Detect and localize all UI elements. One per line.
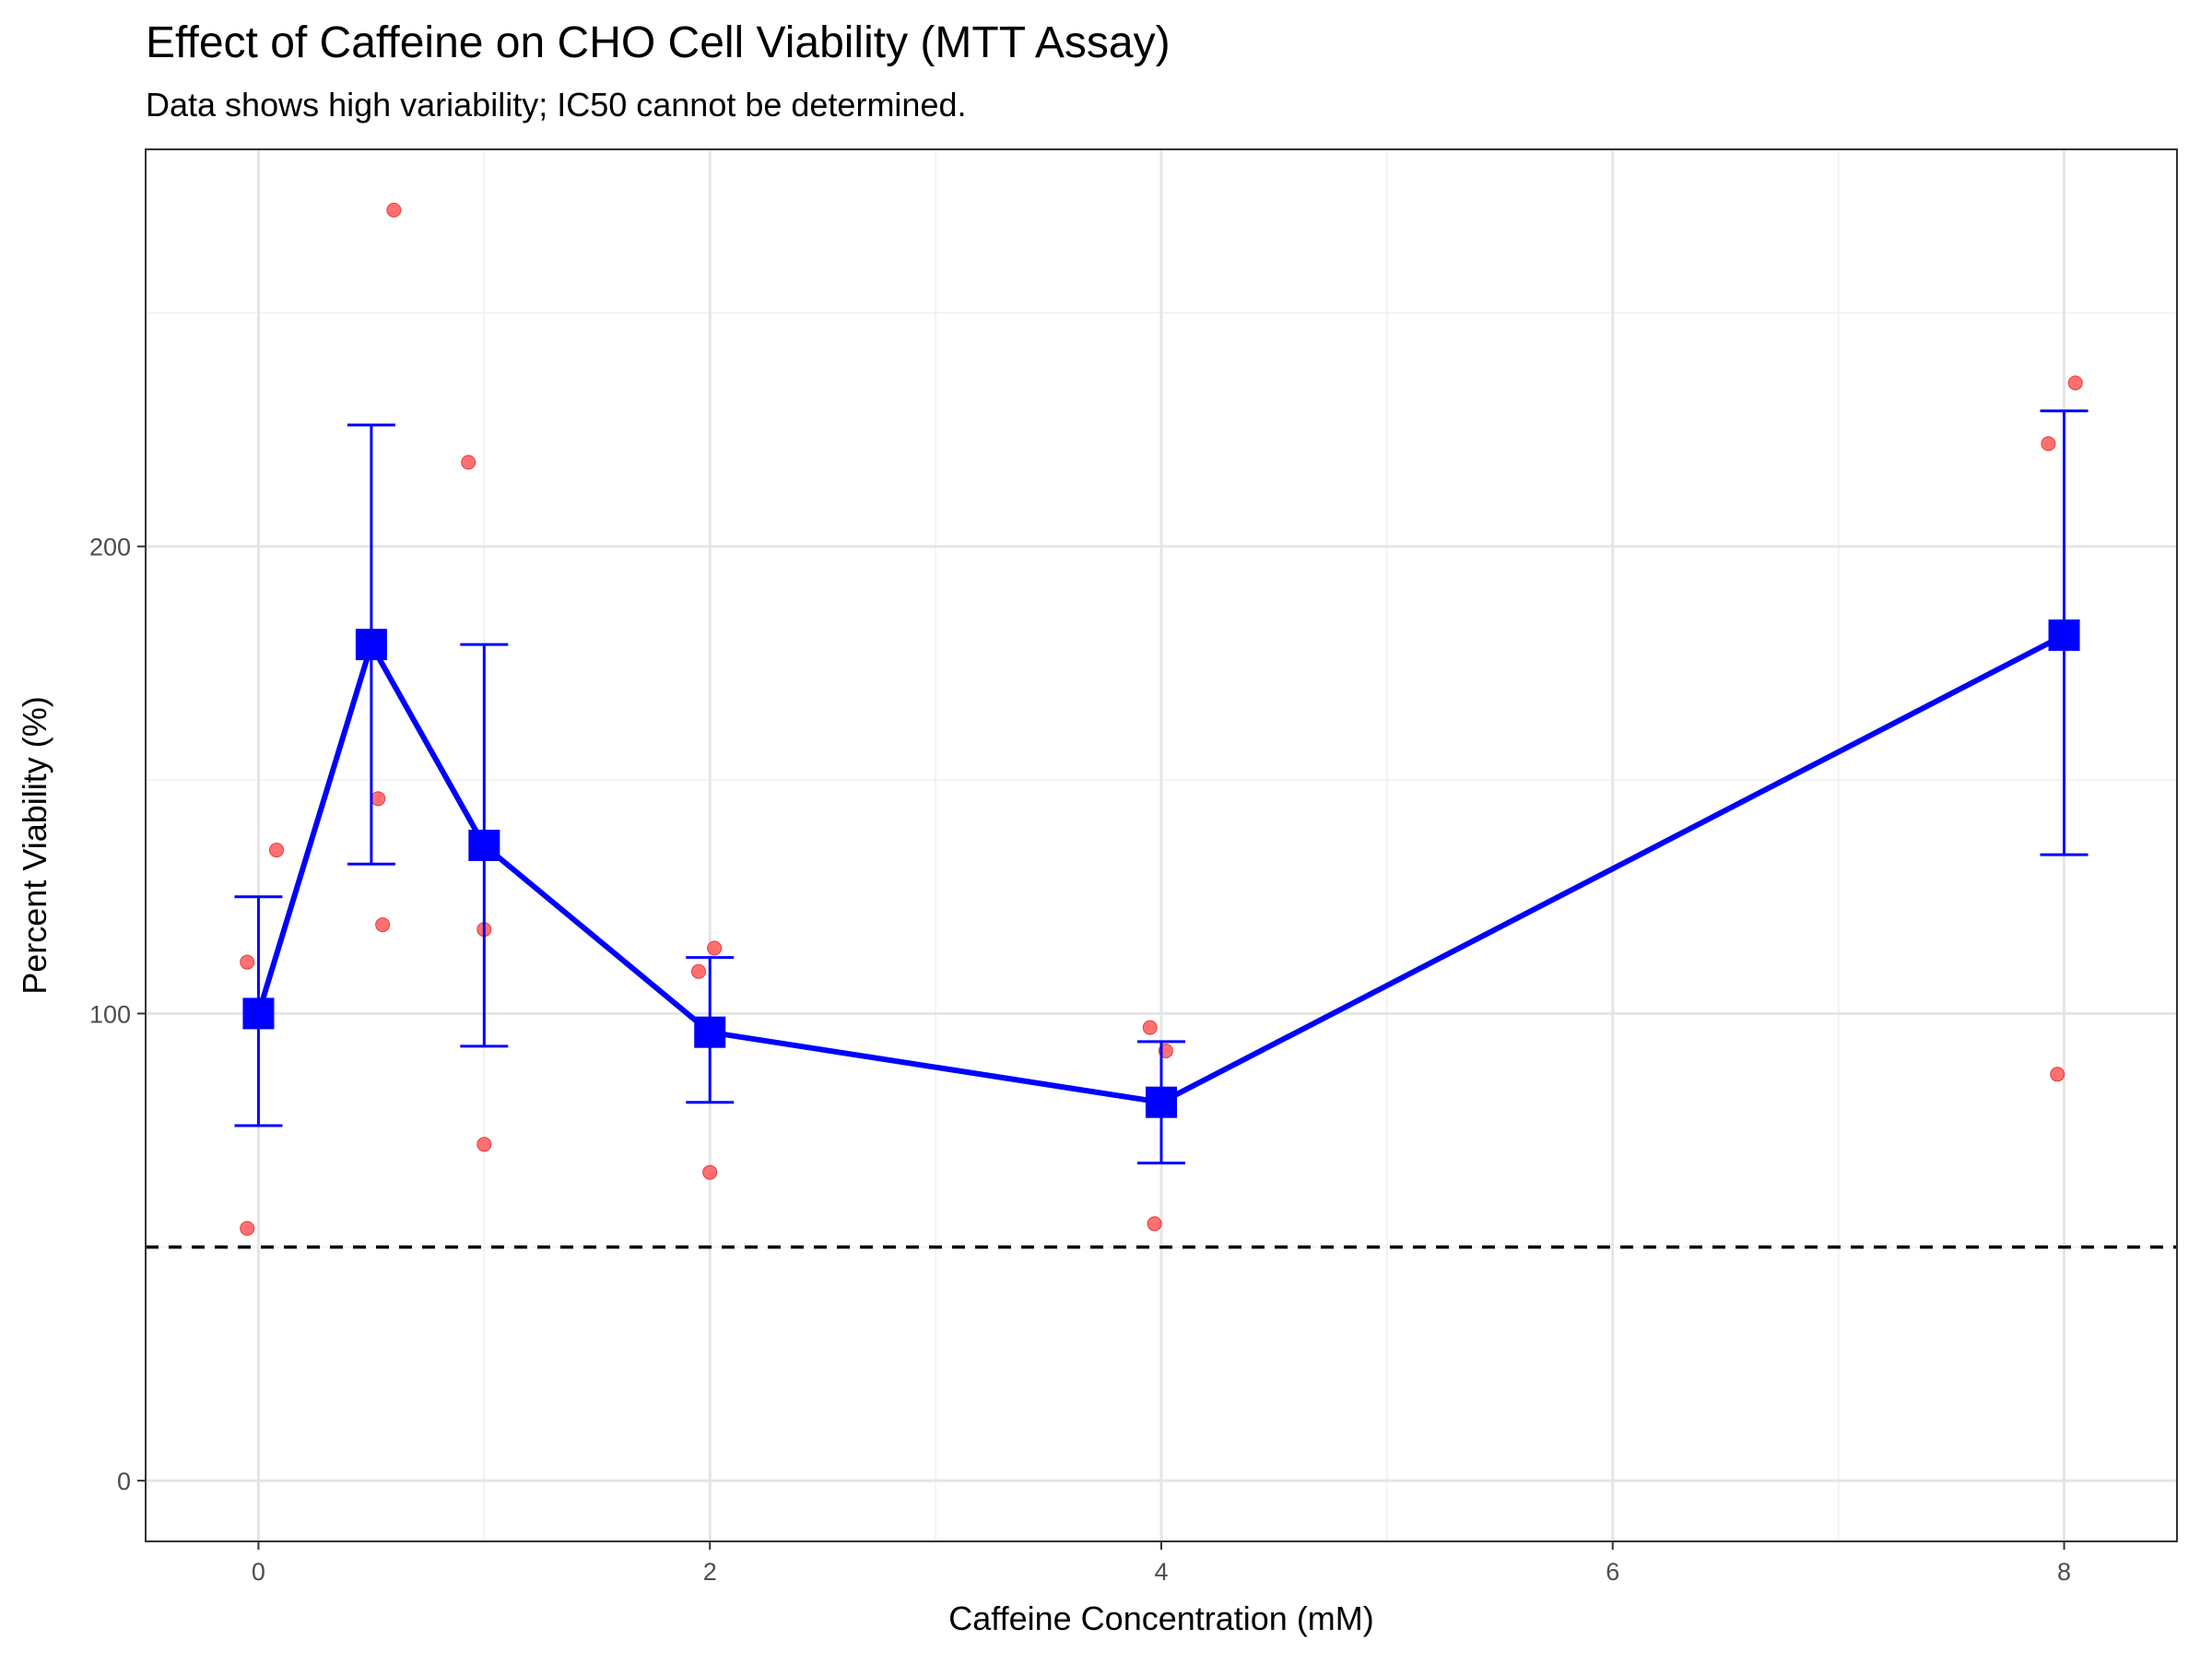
replicate-point bbox=[2067, 375, 2083, 391]
replicate-point bbox=[690, 963, 706, 979]
replicate-point bbox=[461, 454, 477, 470]
y-tick-label: 200 bbox=[89, 534, 131, 561]
x-tick-label: 4 bbox=[1154, 1558, 1168, 1586]
chart-subtitle: Data shows high variability; IC50 cannot… bbox=[146, 86, 967, 124]
replicate-point bbox=[240, 1221, 255, 1236]
replicate-point bbox=[1142, 1020, 1158, 1035]
replicate-point bbox=[2041, 436, 2056, 452]
replicate-point bbox=[2050, 1067, 2065, 1082]
x-tick-label: 2 bbox=[703, 1558, 717, 1586]
replicate-point bbox=[375, 917, 391, 933]
mean-marker bbox=[468, 830, 500, 861]
replicate-point bbox=[240, 954, 255, 970]
x-tick-label: 8 bbox=[2057, 1558, 2071, 1586]
axes: 0 2 4 6 8 0 100 200 bbox=[89, 534, 2071, 1586]
replicate-point bbox=[707, 940, 723, 956]
y-tick-label: 0 bbox=[117, 1468, 131, 1495]
mean-marker bbox=[694, 1016, 726, 1048]
mean-marker bbox=[2048, 619, 2080, 651]
replicate-point bbox=[386, 202, 402, 218]
mean-series bbox=[234, 409, 2088, 1165]
replicate-point bbox=[371, 791, 386, 807]
grid-lines bbox=[146, 149, 2177, 1541]
mean-marker bbox=[1146, 1086, 1177, 1118]
x-tick-label: 6 bbox=[1606, 1558, 1619, 1586]
mean-line bbox=[255, 632, 2065, 1105]
mean-marker bbox=[355, 629, 387, 661]
chart-title: Effect of Caffeine on CHO Cell Viability… bbox=[146, 18, 1171, 67]
replicate-point bbox=[1147, 1216, 1162, 1232]
replicate-point bbox=[702, 1164, 718, 1180]
x-axis-title: Caffeine Concentration (mM) bbox=[948, 1599, 1374, 1637]
y-tick-label: 100 bbox=[89, 1000, 131, 1028]
replicate-point bbox=[269, 843, 285, 858]
x-tick-label: 0 bbox=[252, 1558, 265, 1586]
replicate-points bbox=[240, 202, 2083, 1236]
mean-marker bbox=[242, 997, 275, 1030]
y-axis-title: Percent Viability (%) bbox=[16, 696, 53, 994]
replicate-point bbox=[477, 1137, 492, 1152]
